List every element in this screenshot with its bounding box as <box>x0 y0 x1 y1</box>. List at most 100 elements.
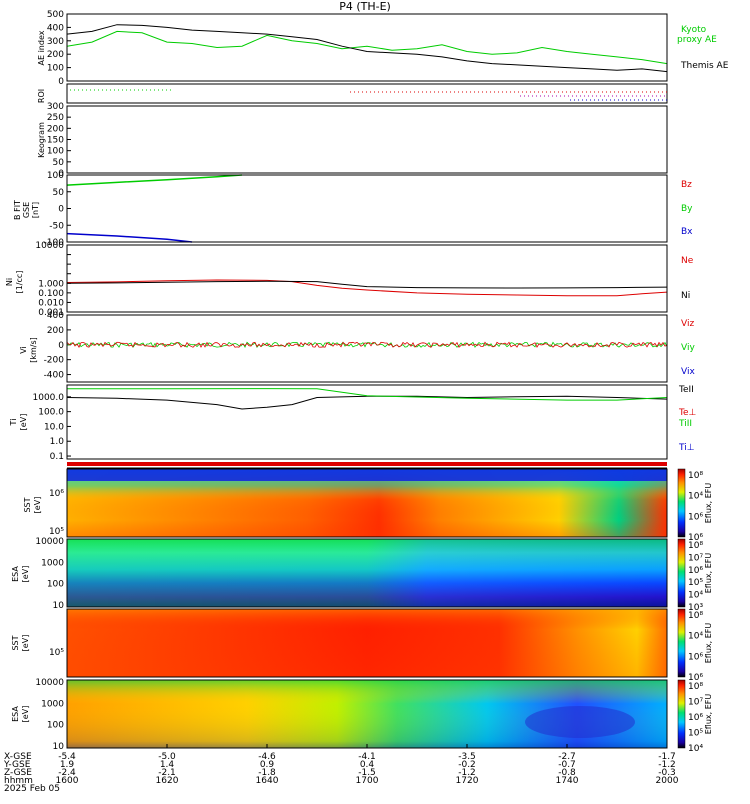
ytick-density-5: 0.100 <box>38 289 64 299</box>
ytick-density-0: 10000 <box>35 241 64 251</box>
xtick-x-3: -4.1 <box>358 752 376 762</box>
xtick-x-2: -4.6 <box>258 752 276 762</box>
legend-ni: Ni <box>681 291 690 301</box>
esa2-ylabel-2: [eV] <box>21 706 30 723</box>
ae-ylabel: AE index <box>37 30 46 65</box>
ytick-keo-yticks-0: 300 <box>47 102 64 112</box>
b-ylabel-2: GSE <box>22 202 31 218</box>
esa1-panel: ESA [eV] 10000 1000 100 10 Eflux, EFU <box>11 537 713 611</box>
xtick-z-5: -0.8 <box>558 768 576 778</box>
colorbar-2-tick: 10⁶ <box>688 566 703 576</box>
colorbar-1 <box>677 468 686 538</box>
colorbar-4 <box>677 679 686 749</box>
sst1-ytick-1: 10⁶ <box>49 489 64 499</box>
ti-ylabel-1: Ti <box>9 419 18 427</box>
colorbar-4-tick: 10⁶ <box>688 713 703 723</box>
ytick-keo-yticks-4: 100 <box>47 147 64 157</box>
colorbar-2-tick: 10⁷ <box>688 553 703 563</box>
xtick-z-6: -0.3 <box>658 768 676 778</box>
roi-ylabel: ROI <box>37 89 46 103</box>
series-ni <box>66 280 668 289</box>
b-lines <box>66 174 243 243</box>
keogram-ylabel: Keogram <box>37 122 46 158</box>
esa2-low-flux-region <box>525 706 635 738</box>
xtick-x-0: -5.4 <box>58 752 76 762</box>
esa1-ylabel-1: ESA <box>11 566 20 582</box>
esa2-ylabel-1: ESA <box>11 706 20 722</box>
vi-ylabel-2: [km/s] <box>29 337 38 363</box>
xtick-t-1: 1620 <box>156 776 179 786</box>
ae-yticks: 500 400 300 200 100 0 <box>47 10 71 87</box>
xtick-t-2: 1640 <box>256 776 279 786</box>
sst1-ylabel-1: SST <box>23 497 32 512</box>
esa1-overlay <box>67 539 667 607</box>
xtick-z-2: -1.8 <box>258 768 276 778</box>
ytick-temp-3: 1.0 <box>50 437 65 447</box>
series-by <box>66 174 243 186</box>
velocity-panel: Vi [km/s] 400 200 0 -200 -400 Viz Viy Vix <box>19 311 695 383</box>
sst2-ylabel-1: SST <box>11 635 20 650</box>
legend-proxy-ae: proxy AE <box>677 35 717 45</box>
plot-title: P4 (TH-E) <box>339 0 391 13</box>
colorbar-4-tick: 10⁸ <box>688 682 703 692</box>
series-teii <box>66 395 668 410</box>
colorbar-3-tick: 10⁴ <box>688 632 703 642</box>
ytick-esa1-yticks-3: 10 <box>53 601 65 611</box>
sst1-ytick-2: 10⁵ <box>49 527 64 537</box>
vi-ylabel-1: Vi <box>19 346 28 354</box>
xtick-z-3: -1.5 <box>358 768 376 778</box>
colorbar-3-label: Eflux, EFU <box>704 623 713 664</box>
colorbar-2-tick: 10⁴ <box>688 591 703 601</box>
ytick-temp-0: 1000.0 <box>33 393 65 403</box>
sst1-band <box>67 469 667 481</box>
ytick-temp-1: 100.0 <box>38 408 64 418</box>
ytick-esa1-yticks-1: 1000 <box>41 558 64 568</box>
xtick-x-6: -1.7 <box>658 752 676 762</box>
xtick-t-3: 1700 <box>356 776 379 786</box>
ae-lines <box>66 24 668 73</box>
ytick-b-yticks-0: 100 <box>47 171 64 181</box>
ytick-keo-yticks-5: 50 <box>53 158 65 168</box>
separator-red-bar <box>67 462 667 466</box>
ytick-esa1-yticks-2: 100 <box>47 580 64 590</box>
xrow-label-date: 2025 Feb 05 <box>4 784 60 794</box>
sst2-ytick-1: 10⁵ <box>49 648 64 658</box>
colorbar-4-label: Eflux, EFU <box>704 694 713 735</box>
temperature-panel: Ti [eV] 1000.0 100.0 10.0 1.0 0.1 TeII Te⊥ T… <box>9 384 697 462</box>
xtick-y-4: -0.2 <box>458 760 476 770</box>
xtick-y-6: -1.2 <box>658 760 676 770</box>
ytick-keo-yticks-1: 250 <box>47 113 64 123</box>
legend-teperp: Te⊥ <box>678 408 697 418</box>
ytick-temp-4: 0.1 <box>50 452 64 462</box>
xtick-y-3: 0.4 <box>360 760 375 770</box>
xtick-t-5: 1740 <box>556 776 579 786</box>
legend-viz: Viz <box>681 319 694 329</box>
xtick-t-4: 1720 <box>456 776 479 786</box>
esa2-panel: ESA [eV] 10000 1000 100 10 Eflux, EFU <box>11 678 713 752</box>
ytick-v-yticks-0: 400 <box>47 311 64 321</box>
xrow-label-z: Z-GSE <box>4 768 32 778</box>
ytick-ae-yticks-2: 300 <box>47 37 64 47</box>
xtick-z-1: -2.1 <box>158 768 176 778</box>
x-axis-labels: X-GSE Y-GSE Z-GSE hhmm 2025 Feb 05 -5.41… <box>3 744 679 794</box>
ytick-keo-yticks-2: 200 <box>47 124 64 134</box>
ytick-v-yticks-3: -200 <box>44 356 65 366</box>
ytick-ae-yticks-0: 500 <box>47 10 64 20</box>
colorbar-2-tick: 10³ <box>688 603 703 613</box>
xtick-t-6: 2000 <box>656 776 679 786</box>
temperature-lines <box>66 388 668 410</box>
b-ylabel-1: B FIT <box>13 200 22 220</box>
series-tiii <box>67 388 668 401</box>
sst2-panel: SST [eV] 10⁵ Eflux, EFU <box>11 608 713 678</box>
xtick-y-2: 0.9 <box>260 760 275 770</box>
series-bx <box>66 232 193 243</box>
ytick-temp-2: 10.0 <box>44 422 64 432</box>
colorbar-4-tick: 10⁴ <box>688 744 703 754</box>
ytick-ae-yticks-1: 400 <box>47 23 64 33</box>
colorbar-1-tick: 10⁸ <box>688 471 703 481</box>
series-ne <box>66 279 668 297</box>
ytick-b-yticks-2: 0 <box>58 205 64 215</box>
ni-ylabel-1: Ni <box>5 278 14 286</box>
